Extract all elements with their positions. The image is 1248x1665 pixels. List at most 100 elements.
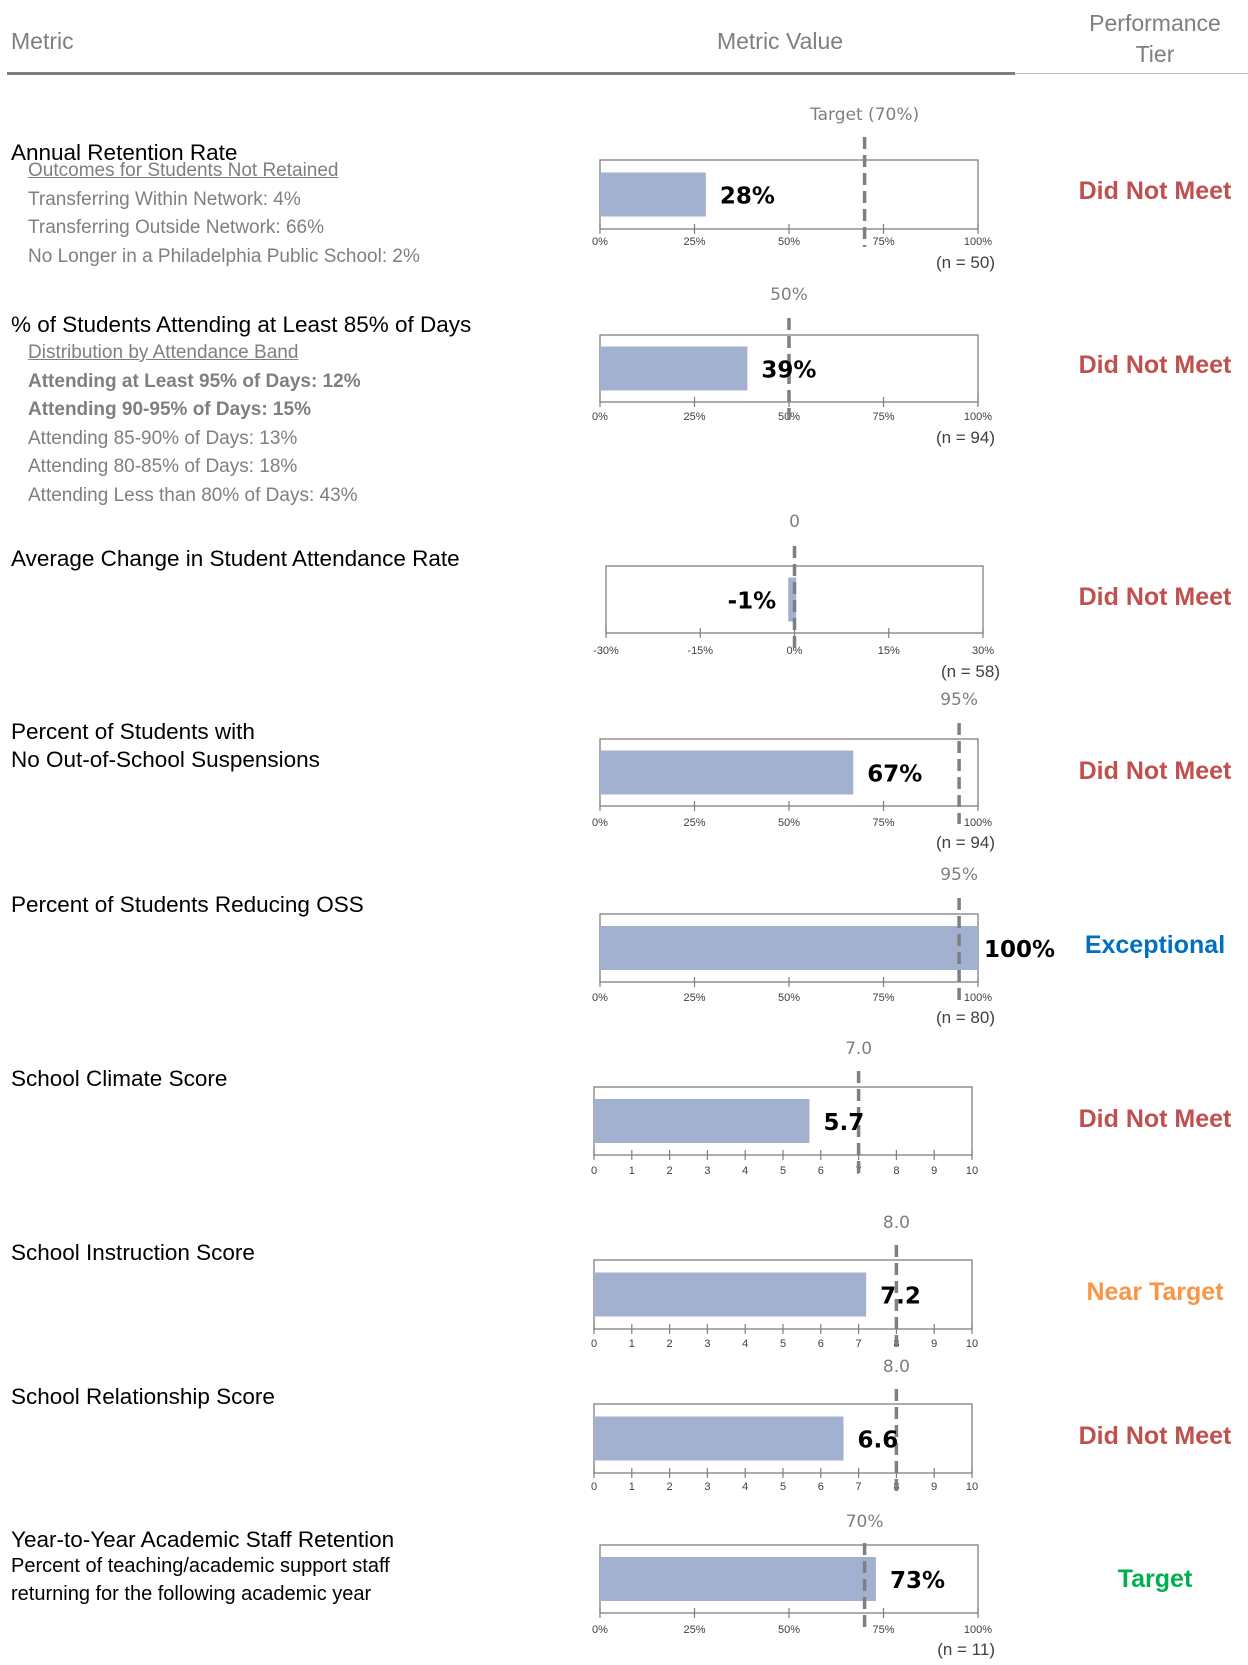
tick-label: 30%: [972, 645, 994, 657]
sample-size-label: (n = 58): [941, 662, 1000, 681]
target-label: 70%: [846, 1512, 884, 1532]
metric-description: returning for the following academic yea…: [11, 1583, 372, 1605]
tick-label: 25%: [683, 236, 705, 248]
tick-label: 5: [780, 1481, 786, 1493]
chart-bar: [594, 1416, 844, 1461]
tick-label: 10: [966, 1338, 978, 1350]
value-label: 100%: [984, 937, 1055, 963]
tick-label: 5: [780, 1165, 786, 1177]
performance-tier: Did Not Meet: [1078, 757, 1232, 785]
tick-label: 9: [931, 1165, 937, 1177]
target-label: 95%: [940, 690, 978, 710]
metric-description: Percent of teaching/academic support sta…: [11, 1555, 390, 1577]
tick-label: 50%: [778, 1624, 800, 1636]
sample-size-label: (n = 80): [936, 1008, 995, 1027]
sample-size-label: (n = 94): [936, 833, 995, 852]
target-label: 0: [789, 512, 800, 532]
value-label: -1%: [728, 589, 777, 615]
tick-label: 100%: [964, 411, 992, 423]
breakdown-heading: Distribution by Attendance Band: [28, 342, 299, 363]
chart-bar: [788, 577, 797, 622]
header-performance-tier: Performance Tier: [1040, 8, 1248, 70]
tick-label: 2: [667, 1481, 673, 1493]
value-label: 7.2: [880, 1284, 921, 1310]
tick-label: 0%: [592, 411, 608, 423]
tick-label: 8: [893, 1165, 899, 1177]
performance-tier: Did Not Meet: [1078, 1422, 1232, 1450]
metric-title: School Relationship Score: [11, 1384, 275, 1409]
target-label: 7.0: [845, 1039, 872, 1059]
tick-label: 0: [591, 1481, 597, 1493]
performance-tier: Exceptional: [1084, 931, 1226, 959]
tick-label: 100%: [964, 236, 992, 248]
tick-label: 1: [629, 1481, 635, 1493]
tick-label: 0%: [592, 1624, 608, 1636]
tick-label: 100%: [964, 1624, 992, 1636]
tick-label: 2: [667, 1338, 673, 1350]
breakdown-item: Attending Less than 80% of Days: 43%: [28, 484, 358, 506]
target-label: 50%: [770, 285, 808, 305]
chart-bar: [600, 926, 978, 970]
sample-size-label: (n = 50): [936, 253, 995, 272]
tick-label: 50%: [778, 992, 800, 1004]
tick-label: 25%: [683, 817, 705, 829]
tick-label: 50%: [778, 817, 800, 829]
tick-label: 10: [966, 1481, 978, 1493]
target-label: Target (70%): [809, 105, 919, 125]
tick-label: 75%: [872, 411, 894, 423]
tick-label: 50%: [778, 236, 800, 248]
breakdown-item: Attending at Least 95% of Days: 12%: [28, 370, 361, 392]
tick-label: 7: [856, 1481, 862, 1493]
tick-label: 75%: [872, 236, 894, 248]
tick-label: 4: [742, 1338, 748, 1350]
tick-label: 75%: [872, 817, 894, 829]
value-label: 28%: [720, 184, 775, 210]
chart-bar: [600, 172, 706, 217]
target-label: 8.0: [883, 1213, 910, 1233]
metric-title: % of Students Attending at Least 85% of …: [11, 312, 472, 337]
tick-label: 6: [818, 1165, 824, 1177]
chart-bar: [594, 1272, 867, 1317]
tick-label: 4: [742, 1165, 748, 1177]
tick-label: 9: [931, 1338, 937, 1350]
tick-label: 0%: [592, 236, 608, 248]
tick-label: 25%: [683, 1624, 705, 1636]
value-label: 39%: [761, 358, 816, 384]
performance-tier: Target: [1117, 1565, 1193, 1593]
tick-label: 0: [591, 1165, 597, 1177]
tick-label: 3: [704, 1165, 710, 1177]
tick-label: 3: [704, 1481, 710, 1493]
tick-label: 3: [704, 1338, 710, 1350]
value-label: 5.7: [823, 1110, 864, 1136]
breakdown-item: Transferring Within Network: 4%: [28, 188, 301, 210]
breakdown-item: Transferring Outside Network: 66%: [28, 217, 325, 238]
metric-title: Percent of Students with: [11, 719, 255, 744]
value-label: 6.6: [857, 1428, 898, 1454]
target-label: 8.0: [883, 1357, 910, 1377]
performance-tier: Did Not Meet: [1078, 1105, 1232, 1133]
header-metric: Metric: [11, 28, 74, 54]
breakdown-item: No Longer in a Philadelphia Public Schoo…: [28, 245, 420, 267]
performance-tier: Near Target: [1086, 1278, 1224, 1306]
tick-label: 10: [966, 1165, 978, 1177]
tick-label: 0%: [592, 817, 608, 829]
tick-label: 25%: [683, 411, 705, 423]
value-label: 67%: [867, 762, 922, 788]
tick-label: 75%: [872, 1624, 894, 1636]
tick-label: 25%: [683, 992, 705, 1004]
tick-label: 6: [818, 1338, 824, 1350]
tick-label: 0: [591, 1338, 597, 1350]
tick-label: 0%: [592, 992, 608, 1004]
metric-title: Year-to-Year Academic Staff Retention: [11, 1527, 395, 1552]
performance-tier: Did Not Meet: [1078, 177, 1232, 205]
tick-label: 1: [629, 1165, 635, 1177]
header-rule-right: [1015, 73, 1248, 74]
tick-label: 2: [667, 1165, 673, 1177]
tick-label: 0%: [787, 645, 803, 657]
tick-label: 75%: [872, 992, 894, 1004]
metric-title: School Climate Score: [11, 1066, 228, 1091]
metric-title: No Out-of-School Suspensions: [11, 747, 320, 772]
tick-label: -30%: [593, 645, 619, 657]
chart-bar: [600, 1557, 876, 1601]
